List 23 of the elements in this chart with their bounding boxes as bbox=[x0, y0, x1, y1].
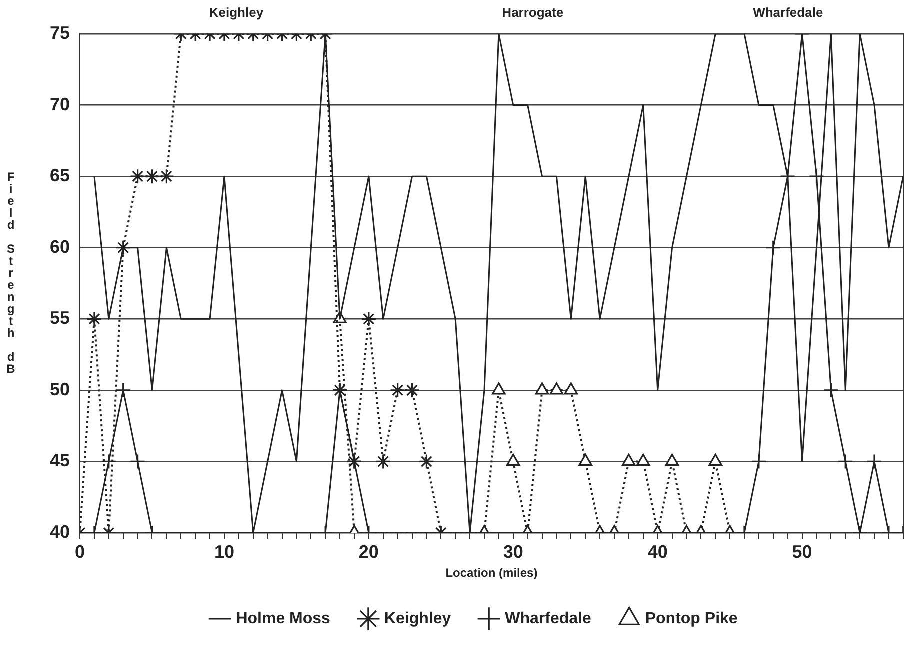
y-tick-label: 60 bbox=[50, 236, 70, 257]
text: Keighley bbox=[209, 5, 264, 20]
y-tick-label: 55 bbox=[50, 308, 70, 328]
y-axis-title: Field Strength dB bbox=[4, 170, 18, 374]
text: Wharfedale bbox=[753, 5, 824, 20]
x-axis-title: Location (miles) bbox=[446, 566, 538, 580]
y-tick-label: 50 bbox=[50, 379, 70, 400]
y-tick-label: 40 bbox=[50, 522, 70, 542]
y-tick-label: 45 bbox=[50, 450, 70, 471]
x-tick-label: 20 bbox=[358, 542, 379, 562]
legend-label: Pontop Pike bbox=[645, 610, 738, 628]
text: Harrogate bbox=[502, 5, 564, 20]
y-tick-label: 70 bbox=[50, 94, 70, 114]
y-tick-label: 75 bbox=[50, 22, 70, 43]
x-tick-label: 40 bbox=[648, 542, 668, 562]
legend-label: Wharfedale bbox=[505, 610, 592, 628]
x-tick-label: 50 bbox=[792, 542, 812, 562]
legend-label: Keighley bbox=[384, 610, 452, 628]
y-tick-label: 65 bbox=[50, 166, 70, 186]
x-tick-label: 0 bbox=[75, 542, 86, 562]
x-tick-label: 10 bbox=[214, 542, 234, 562]
x-tick-label: 30 bbox=[503, 542, 524, 562]
legend-label: Holme Moss bbox=[236, 610, 331, 628]
